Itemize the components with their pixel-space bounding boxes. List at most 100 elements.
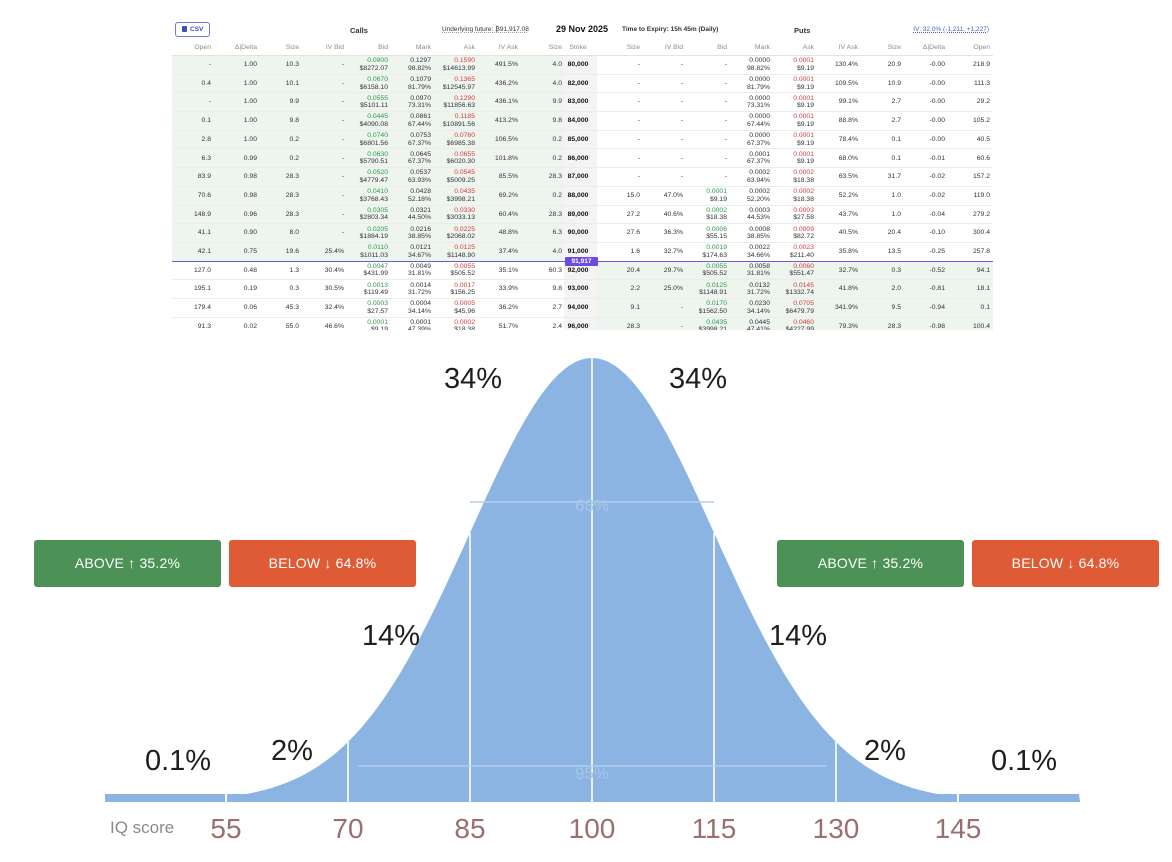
put-iv-bid[interactable]: 40.6% — [663, 210, 683, 218]
column-header[interactable]: Ask — [463, 44, 475, 51]
put-iv-bid[interactable]: - — [680, 117, 683, 125]
call-bid-size[interactable]: 55.0 — [285, 322, 299, 330]
put-bid-size[interactable]: 9.1 — [630, 304, 640, 312]
call-iv-ask[interactable]: 436.2% — [494, 79, 518, 87]
put-iv-ask[interactable]: 109.5% — [834, 79, 858, 87]
call-ask-size[interactable]: 0.2 — [552, 154, 562, 162]
put-iv-ask[interactable]: 68.0% — [838, 154, 858, 162]
put-ask-size[interactable]: 2.0 — [891, 285, 901, 293]
put-bid-size[interactable]: - — [637, 173, 640, 181]
call-mark[interactable]: 0.0645 67.37% — [407, 150, 431, 166]
call-iv-ask[interactable]: 106.5% — [494, 135, 518, 143]
call-open-interest[interactable]: - — [208, 61, 211, 69]
put-open-interest[interactable]: 100.4 — [972, 322, 990, 330]
put-open-interest[interactable]: 119.0 — [973, 191, 990, 199]
put-mark[interactable]: 0.0003 44.53% — [746, 206, 770, 222]
put-ask[interactable]: 0.0023 $211.40 — [789, 244, 814, 259]
call-ask[interactable]: 0.0055 $505.52 — [450, 262, 475, 278]
column-header[interactable]: IV Bid — [325, 44, 344, 51]
call-open-interest[interactable]: 91.3 — [197, 322, 211, 330]
put-ask[interactable]: 0.0705 $6479.79 — [785, 300, 814, 315]
put-bid-size[interactable]: 20.4 — [626, 266, 640, 274]
strike-price[interactable]: 93,000 — [567, 285, 589, 293]
put-iv-bid[interactable]: 32.7% — [663, 247, 683, 255]
call-bid[interactable]: 0.0047 $431.99 — [363, 262, 388, 278]
column-header[interactable]: Open — [194, 44, 211, 51]
put-bid-size[interactable]: - — [637, 154, 640, 162]
call-ask-size[interactable]: 28.3 — [548, 173, 562, 181]
call-mark[interactable]: 0.1079 81.79% — [407, 76, 431, 91]
put-iv-ask[interactable]: 130.4% — [834, 61, 858, 69]
put-mark[interactable]: 0.0058 31.81% — [746, 262, 770, 278]
column-header[interactable]: Size — [626, 44, 640, 51]
call-iv-ask[interactable]: 48.8% — [498, 229, 518, 237]
call-delta[interactable]: 0.98 — [243, 191, 257, 199]
call-mark[interactable]: 0.0121 34.67% — [407, 244, 431, 259]
call-iv-ask[interactable]: 60.4% — [498, 210, 518, 218]
call-bid[interactable]: 0.0001 $9.19 — [367, 318, 388, 334]
call-open-interest[interactable]: 179.4 — [193, 304, 211, 312]
put-ask-size[interactable]: 0.1 — [891, 135, 901, 143]
column-header[interactable]: Strike — [569, 44, 587, 51]
column-header[interactable]: IV Bid — [664, 44, 683, 51]
call-iv-bid[interactable]: - — [341, 98, 344, 106]
call-iv-ask[interactable]: 101.8% — [494, 154, 518, 162]
put-iv-ask[interactable]: 32.7% — [838, 266, 858, 274]
call-iv-bid[interactable]: - — [341, 117, 344, 125]
put-ask-size[interactable]: 2.7 — [891, 98, 901, 106]
put-bid[interactable]: 0.0001 $9.19 — [706, 188, 727, 203]
put-ask[interactable]: 0.0145 $1332.74 — [785, 281, 814, 297]
column-header[interactable]: IV Ask — [838, 44, 858, 51]
call-iv-bid[interactable]: - — [341, 229, 344, 237]
put-open-interest[interactable]: 18.1 — [976, 285, 990, 293]
put-open-interest[interactable]: 60.6 — [976, 154, 990, 162]
call-iv-bid[interactable]: 46.6% — [324, 322, 344, 330]
call-iv-ask[interactable]: 51.7% — [498, 322, 518, 330]
call-bid[interactable]: 0.0670 $6158.10 — [359, 76, 388, 91]
call-iv-bid[interactable]: - — [341, 210, 344, 218]
strike-price[interactable]: 80,000 — [567, 61, 589, 69]
call-open-interest[interactable]: 0.4 — [201, 79, 211, 87]
column-header[interactable]: Bid — [717, 44, 727, 51]
call-iv-bid[interactable]: - — [341, 61, 344, 69]
put-ask[interactable]: 0.0002 $18.38 — [793, 169, 814, 184]
call-delta[interactable]: 0.99 — [243, 154, 257, 162]
put-ask-size[interactable]: 0.1 — [891, 154, 901, 162]
call-bid-size[interactable]: 28.3 — [285, 191, 299, 199]
put-open-interest[interactable]: 105.2 — [972, 117, 990, 125]
put-open-interest[interactable]: 29.2 — [976, 98, 990, 106]
call-bid-size[interactable]: 1.3 — [289, 266, 299, 274]
put-ask-size[interactable]: 31.7 — [887, 173, 901, 181]
put-ask-size[interactable]: 10.9 — [887, 79, 901, 87]
call-mark[interactable]: 0.0428 52.18% — [407, 188, 431, 203]
put-bid-size[interactable]: - — [637, 98, 640, 106]
put-delta[interactable]: -0.25 — [929, 247, 946, 255]
call-ask[interactable]: 0.0760 $6985.38 — [446, 132, 475, 147]
put-ask[interactable]: 0.0001 $9.19 — [793, 113, 814, 128]
put-ask-size[interactable]: 2.7 — [891, 117, 901, 125]
put-mark[interactable]: 0.0001 67.37% — [746, 150, 770, 166]
put-delta[interactable]: -0.10 — [929, 229, 946, 237]
strike-price[interactable]: 96,000 — [567, 322, 589, 330]
call-open-interest[interactable]: 148.9 — [193, 210, 211, 218]
call-ask-size[interactable]: 6.3 — [552, 229, 562, 237]
call-delta[interactable]: 1.00 — [243, 98, 257, 106]
call-bid[interactable]: 0.0740 $6801.56 — [359, 132, 388, 147]
strike-price[interactable]: 82,000 — [567, 79, 589, 87]
put-ask[interactable]: 0.0460 $4227.99 — [785, 318, 814, 334]
put-delta[interactable]: -0.01 — [929, 154, 946, 162]
call-iv-ask[interactable]: 37.4% — [498, 247, 518, 255]
put-open-interest[interactable]: 94.1 — [976, 266, 990, 274]
call-iv-bid[interactable]: - — [341, 191, 344, 199]
put-ask-size[interactable]: 20.9 — [887, 61, 901, 69]
column-header[interactable]: Δ|Delta — [234, 44, 257, 51]
put-mark[interactable]: 0.0000 98.82% — [746, 57, 770, 72]
call-ask[interactable]: 0.1185 $10891.56 — [442, 113, 475, 128]
call-iv-ask[interactable]: 36.2% — [498, 304, 518, 312]
call-mark[interactable]: 0.0537 63.93% — [407, 169, 431, 184]
put-bid-size[interactable]: 1.6 — [630, 247, 640, 255]
put-bid-size[interactable]: 2.2 — [630, 285, 640, 293]
strike-price[interactable]: 92,000 — [567, 266, 589, 274]
call-bid-size[interactable]: 28.3 — [285, 173, 299, 181]
put-ask[interactable]: 0.0001 $9.19 — [793, 76, 814, 91]
